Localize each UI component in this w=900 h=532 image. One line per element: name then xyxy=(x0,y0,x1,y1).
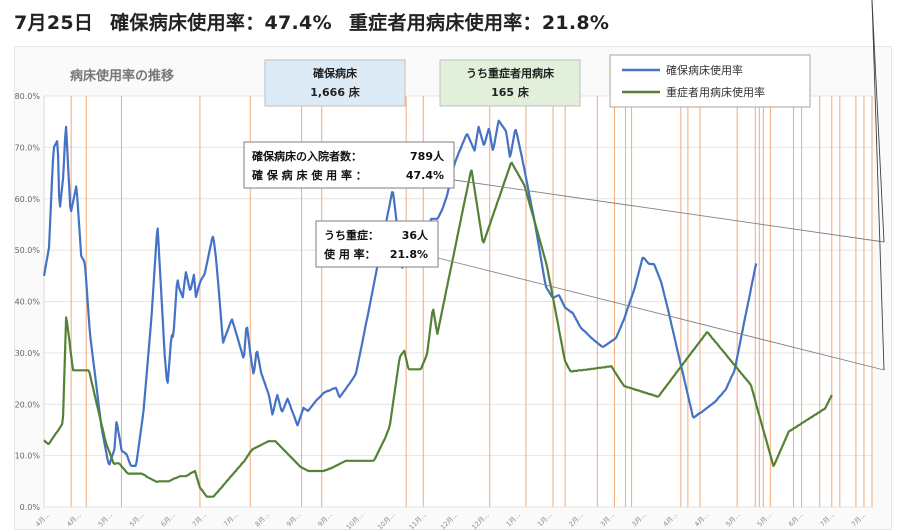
x-tick-label: 1月... xyxy=(536,511,554,529)
series-line-severe xyxy=(43,161,833,498)
y-tick-label: 70.0% xyxy=(15,143,41,152)
x-tick-label: 1月... xyxy=(505,511,523,529)
headline-date: 7月25日 xyxy=(14,12,94,34)
callout-value: 21.8% xyxy=(390,248,428,261)
x-tick-label: 7月... xyxy=(222,511,240,529)
x-tick-label: 10月... xyxy=(376,511,396,531)
y-tick-label: 10.0% xyxy=(15,452,41,461)
headline: 7月25日 確保病床使用率：47.4% 重症者用病床使用率：21.8% xyxy=(14,8,609,35)
callout-label: 確 保 病 床 使 用 率 ： xyxy=(252,168,367,182)
info-box-label: うち重症者用病床 xyxy=(466,66,555,80)
callout-label: うち重症： xyxy=(324,228,379,242)
x-tick-label: 9月... xyxy=(316,511,334,529)
y-tick-label: 20.0% xyxy=(15,400,41,409)
x-tick-label: 6月... xyxy=(159,511,177,529)
x-tick-label: 4月... xyxy=(34,511,52,529)
x-tick-label: 7月... xyxy=(850,511,868,529)
callout-arrow-severe xyxy=(871,0,885,371)
info-box-secured-beds: 確保病床 1,666 床 xyxy=(264,59,406,107)
y-tick-label: 60.0% xyxy=(15,195,41,204)
callout-value: 47.4% xyxy=(406,169,444,182)
callout-pointer-severe xyxy=(437,257,885,371)
x-tick-label: 4月... xyxy=(662,511,680,529)
info-box-value: 1,666 床 xyxy=(310,85,361,99)
headline-secured-rate: 確保病床使用率：47.4% xyxy=(110,12,332,34)
x-tick-label: 6月... xyxy=(787,511,805,529)
callout-arrow-secured xyxy=(871,0,885,243)
info-box-severe-beds: うち重症者用病床 165 床 xyxy=(439,59,581,107)
legend-label: 確保病床使用率 xyxy=(666,63,743,77)
x-tick-label: 5月... xyxy=(756,511,774,529)
x-tick-label: 2月... xyxy=(567,511,585,529)
info-box-bg xyxy=(439,59,581,107)
y-tick-label: 0.0% xyxy=(20,503,41,512)
y-tick-label: 40.0% xyxy=(15,298,41,307)
x-tick-label: 9月... xyxy=(285,511,303,529)
x-tick-label: 4月... xyxy=(693,511,711,529)
info-box-bg xyxy=(264,59,406,107)
callout-label: 確保病床の入院者数： xyxy=(252,149,362,163)
chart-title: 病床使用率の推移 xyxy=(70,68,174,84)
callout-label: 使 用 率： xyxy=(323,247,376,261)
info-box-label: 確保病床 xyxy=(313,66,358,80)
callout-bg xyxy=(315,220,439,268)
x-tick-label: 12月... xyxy=(470,511,490,531)
callout-value: 36人 xyxy=(402,228,429,242)
x-tick-label: 12月... xyxy=(439,511,459,531)
x-tick-label: 10月... xyxy=(345,511,365,531)
callout-bg xyxy=(243,141,455,189)
x-tick-label: 7月... xyxy=(191,511,209,529)
headline-severe-rate: 重症者用病床使用率：21.8% xyxy=(348,12,610,34)
info-box-value: 165 床 xyxy=(491,85,530,99)
x-tick-label: 4月... xyxy=(65,511,83,529)
legend-label: 重症者用病床使用率 xyxy=(666,85,765,99)
legend-box xyxy=(609,54,811,108)
x-tick-label: 5月... xyxy=(724,511,742,529)
x-tick-label: 3月... xyxy=(599,511,617,529)
x-tick-label: 5月... xyxy=(97,511,115,529)
y-tick-label: 30.0% xyxy=(15,349,41,358)
x-tick-label: 5月... xyxy=(128,511,146,529)
x-tick-label: 3月... xyxy=(630,511,648,529)
callout-value: 789人 xyxy=(410,149,445,163)
x-tick-label: 7月... xyxy=(818,511,836,529)
y-tick-label: 80.0% xyxy=(15,92,41,101)
callout-pointer-secured xyxy=(453,179,885,243)
x-tick-label: 8月... xyxy=(254,511,272,529)
x-tick-label: 11月... xyxy=(408,511,428,531)
y-tick-label: 50.0% xyxy=(15,246,41,255)
